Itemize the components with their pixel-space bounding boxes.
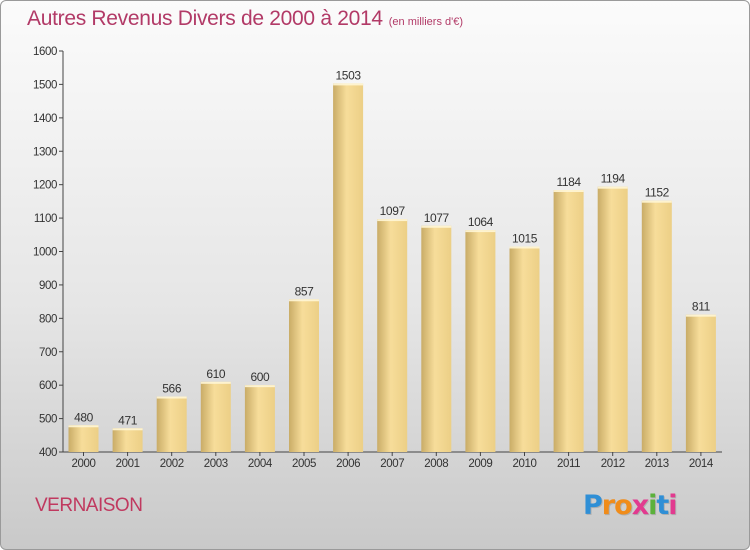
- bar-top-highlight: [112, 428, 143, 431]
- y-tick-label: 1000: [33, 247, 57, 259]
- y-tick-label: 1100: [34, 213, 57, 225]
- bar-2001: [112, 428, 143, 452]
- data-label-2012: 1194: [601, 172, 626, 186]
- y-tick-label: 400: [39, 447, 57, 459]
- x-tick-label-2001: 2001: [116, 458, 140, 470]
- x-tick-label-2011: 2011: [557, 458, 580, 470]
- logo-letter: o: [614, 490, 633, 521]
- bar-2005: [289, 299, 319, 452]
- data-label-2013: 1152: [645, 186, 670, 200]
- logo-letter: P: [583, 490, 603, 521]
- bar-2004: [244, 385, 275, 452]
- x-tick-label-2009: 2009: [468, 458, 492, 470]
- data-label-2005: 857: [295, 284, 315, 298]
- x-tick-label-2005: 2005: [292, 458, 316, 470]
- bar-top-highlight: [333, 83, 364, 86]
- x-tick-label-2004: 2004: [248, 458, 273, 470]
- x-tick-label-2008: 2008: [424, 458, 448, 470]
- y-tick-label: 1200: [33, 180, 57, 192]
- x-tick-label-2003: 2003: [204, 458, 228, 470]
- logo-letter: t: [656, 490, 669, 521]
- logo-letter: i: [668, 490, 677, 521]
- logo-letter: r: [601, 490, 615, 521]
- x-tick-label-2014: 2014: [689, 458, 714, 470]
- y-tick-label: 800: [39, 313, 57, 325]
- bar-2013: [641, 200, 672, 452]
- x-tick-label-2010: 2010: [513, 458, 537, 470]
- data-label-2009: 1064: [468, 215, 494, 229]
- bar-top-highlight: [289, 299, 319, 302]
- y-tick-label: 1300: [33, 146, 57, 158]
- bar-top-highlight: [421, 225, 452, 228]
- data-label-2008: 1077: [424, 211, 450, 225]
- bar-2000: [68, 425, 99, 452]
- city-name: VERNAISON: [35, 495, 143, 516]
- bar-2009: [465, 230, 496, 452]
- bar-2011: [553, 190, 584, 452]
- chart-header: Autres Revenus Divers de 2000 à 2014 (en …: [27, 7, 463, 31]
- proxiti-logo[interactable]: Proxiti: [583, 490, 678, 521]
- data-label-2000: 480: [74, 410, 94, 424]
- data-label-2001: 471: [118, 413, 138, 427]
- data-label-2002: 566: [162, 382, 182, 396]
- y-tick-label: 1400: [33, 113, 57, 125]
- logo-letter: x: [631, 490, 649, 521]
- bar-top-highlight: [377, 219, 408, 222]
- bar-2007: [377, 219, 408, 452]
- x-tick-label-2007: 2007: [380, 458, 404, 470]
- bar-top-highlight: [685, 314, 716, 317]
- x-tick-label-2006: 2006: [336, 458, 360, 470]
- bar-top-highlight: [597, 186, 628, 189]
- bar-top-highlight: [200, 381, 231, 384]
- bar-2014: [685, 314, 716, 452]
- data-label-2006: 1503: [336, 68, 362, 82]
- data-label-2007: 1097: [380, 204, 406, 218]
- x-tick-label-2013: 2013: [645, 458, 669, 470]
- y-tick-label: 900: [39, 280, 57, 292]
- data-label-2003: 610: [206, 367, 226, 381]
- data-label-2014: 811: [692, 300, 711, 314]
- data-label-2011: 1184: [556, 175, 581, 189]
- bar-2003: [200, 381, 231, 452]
- y-tick-label: 600: [39, 380, 57, 392]
- y-tick-label: 500: [39, 414, 57, 426]
- x-tick-label-2002: 2002: [160, 458, 184, 470]
- data-label-2004: 600: [250, 370, 270, 384]
- bar-top-highlight: [156, 396, 187, 399]
- bar-2008: [421, 225, 452, 452]
- chart-subtitle: (en milliers d'€): [388, 16, 463, 28]
- logo-letter: i: [648, 490, 657, 521]
- bar-top-highlight: [244, 385, 275, 388]
- bar-top-highlight: [68, 425, 99, 428]
- bar-2006: [333, 83, 364, 452]
- y-tick-label: 1600: [33, 46, 57, 58]
- y-tick-label: 700: [39, 347, 57, 359]
- bar-top-highlight: [509, 246, 540, 249]
- bar-top-highlight: [641, 200, 672, 203]
- bar-top-highlight: [465, 230, 496, 233]
- y-tick-label: 1500: [33, 79, 57, 91]
- bar-top-highlight: [553, 190, 584, 193]
- bar-2010: [509, 246, 540, 452]
- chart-title: Autres Revenus Divers de 2000 à 2014: [27, 7, 383, 30]
- x-tick-label-2012: 2012: [601, 458, 625, 470]
- data-label-2010: 1015: [512, 231, 538, 245]
- bar-2002: [156, 396, 187, 452]
- bar-2012: [597, 186, 628, 452]
- x-tick-label-2000: 2000: [72, 458, 96, 470]
